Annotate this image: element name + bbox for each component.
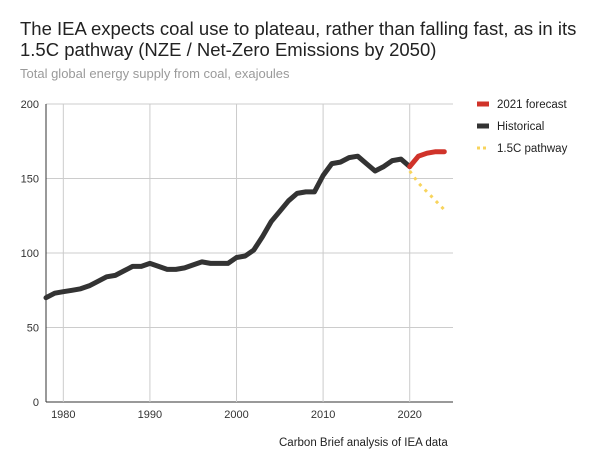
legend-label-2021-forecast: 2021 forecast bbox=[497, 99, 567, 111]
series-line-1-5c-pathway bbox=[408, 170, 446, 211]
y-tick-label-100: 100 bbox=[21, 248, 39, 260]
legend-label-1-5c-pathway: 1.5C pathway bbox=[497, 143, 568, 155]
x-tick-label-2010: 2010 bbox=[311, 409, 335, 421]
chart-subtitle: Total global energy supply from coal, ex… bbox=[20, 66, 290, 81]
series-lines bbox=[43, 149, 447, 301]
source-note: Carbon Brief analysis of IEA data bbox=[279, 437, 448, 449]
x-tick-label-1980: 1980 bbox=[51, 409, 75, 421]
legend-label-historical: Historical bbox=[497, 121, 544, 133]
y-tick-label-0: 0 bbox=[33, 397, 39, 409]
series-line-2021-forecast bbox=[407, 149, 447, 170]
axes: 0 50 100 150 200 1980 1990 2000 2010 2020 bbox=[21, 99, 422, 421]
gridlines bbox=[46, 103, 453, 403]
x-tick-label-1990: 1990 bbox=[138, 409, 162, 421]
legend: 2021 forecast Historical 1.5C pathway bbox=[477, 99, 568, 155]
chart-title: The IEA expects coal use to plateau, rat… bbox=[20, 18, 577, 60]
y-tick-label-50: 50 bbox=[27, 323, 39, 335]
x-tick-label-2020: 2020 bbox=[397, 409, 421, 421]
y-tick-label-200: 200 bbox=[21, 99, 39, 111]
x-tick-label-2000: 2000 bbox=[224, 409, 248, 421]
series-line-historical bbox=[43, 153, 413, 301]
y-tick-label-150: 150 bbox=[21, 174, 39, 186]
